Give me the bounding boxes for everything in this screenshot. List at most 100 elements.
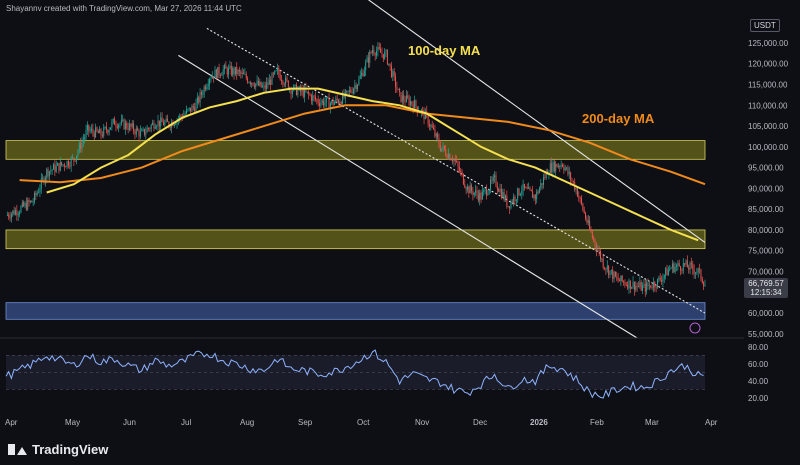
candle-body	[624, 282, 626, 285]
candle-body	[262, 86, 264, 88]
candle-body	[532, 191, 534, 199]
candle-body	[614, 271, 616, 277]
candle-body	[72, 157, 73, 159]
candle-body	[78, 143, 80, 152]
candle-body	[591, 232, 593, 238]
candle-body	[69, 166, 71, 167]
candle-body	[297, 89, 299, 95]
candle-body	[567, 167, 569, 175]
candle-body	[66, 161, 68, 167]
candle-body	[354, 85, 356, 89]
candle-body	[50, 170, 52, 172]
candle-body	[55, 165, 57, 172]
candle-body	[70, 157, 72, 167]
tradingview-logo-text: TradingView	[32, 442, 109, 457]
candle-body	[445, 149, 447, 156]
candle-body	[217, 67, 219, 79]
candle-body	[221, 74, 223, 76]
candle-body	[154, 127, 156, 129]
candle-body	[347, 90, 349, 92]
candle-body	[162, 122, 164, 126]
candle-body	[562, 164, 563, 167]
candle-body	[467, 186, 468, 190]
candle-body	[85, 130, 87, 137]
tradingview-logo[interactable]: TradingView	[8, 442, 108, 457]
candle-body	[257, 80, 259, 86]
candle-body	[188, 107, 190, 110]
candle-body	[15, 210, 16, 215]
candle-body	[105, 127, 107, 131]
candle-body	[609, 270, 611, 275]
y-tick-label: 85,000.00	[748, 205, 784, 214]
candle-body	[390, 65, 392, 77]
candle-body	[259, 81, 261, 86]
candle-body	[411, 101, 413, 105]
x-tick-label: Feb	[590, 418, 604, 427]
candle-body	[566, 167, 568, 169]
candle-body	[308, 91, 310, 95]
candle-body	[511, 201, 513, 203]
candle-body	[642, 285, 644, 291]
candle-body	[538, 188, 540, 193]
candle-body	[633, 281, 635, 291]
candle-body	[6, 214, 8, 216]
candle-body	[268, 79, 270, 85]
candle-body	[465, 187, 467, 190]
candle-body	[54, 164, 56, 172]
candle-body	[632, 281, 634, 288]
candle-body	[661, 280, 663, 282]
candle-body	[192, 105, 194, 108]
x-tick-label: 2026	[530, 418, 548, 427]
candle-body	[81, 141, 83, 149]
candle-body	[248, 82, 250, 84]
candle-body	[627, 284, 629, 289]
candle-body	[583, 210, 585, 214]
candle-body	[97, 131, 99, 134]
candle-body	[651, 287, 653, 289]
candle-body	[476, 190, 478, 195]
candle-body	[582, 203, 584, 211]
candle-body	[521, 190, 523, 194]
candle-body	[657, 278, 658, 288]
candle-body	[395, 75, 397, 88]
candle-body	[638, 286, 639, 287]
candle-body	[214, 69, 216, 79]
quote-currency-badge[interactable]: USDT	[750, 19, 780, 32]
candle-body	[29, 200, 31, 203]
candle-body	[598, 250, 600, 252]
channel-upper-line	[367, 0, 706, 243]
candle-body	[695, 272, 696, 274]
candle-body	[243, 72, 244, 75]
candle-body	[659, 277, 661, 281]
chart-attribution: Shayannv created with TradingView.com, M…	[6, 4, 242, 13]
candle-body	[439, 145, 441, 151]
candle-body	[23, 202, 25, 207]
candle-body	[680, 266, 682, 271]
candle-body	[543, 177, 544, 185]
candle-body	[597, 250, 599, 252]
candle-body	[559, 166, 561, 167]
candle-body	[187, 109, 189, 110]
candle-body	[382, 53, 384, 59]
candle-body	[325, 97, 327, 103]
candle-body	[340, 102, 342, 104]
candle-body	[161, 117, 163, 123]
candle-body	[579, 197, 581, 199]
candle-body	[228, 67, 230, 75]
candle-body	[366, 57, 368, 63]
candle-body	[281, 79, 283, 81]
candle-body	[44, 177, 46, 183]
candle-body	[99, 128, 101, 134]
candle-body	[245, 73, 247, 79]
candle-body	[138, 130, 140, 137]
candle-body	[27, 200, 29, 210]
moving-averages-layer	[19, 87, 706, 242]
candle-body	[222, 69, 224, 75]
candle-body	[526, 187, 528, 189]
candle-body	[158, 120, 160, 127]
candle-body	[689, 262, 691, 270]
candle-body	[663, 274, 665, 278]
candle-body	[357, 84, 359, 89]
candle-body	[477, 194, 479, 201]
